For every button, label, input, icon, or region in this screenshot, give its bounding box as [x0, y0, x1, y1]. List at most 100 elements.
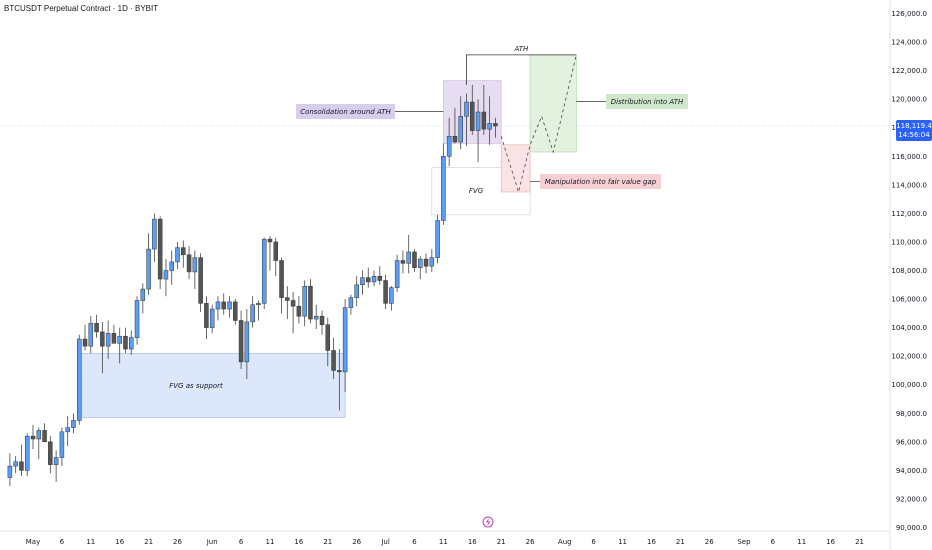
candle[interactable]	[475, 99, 481, 162]
candle[interactable]	[82, 324, 88, 351]
candle[interactable]	[36, 427, 42, 459]
candle[interactable]	[458, 96, 463, 150]
candle[interactable]	[117, 327, 122, 364]
candle[interactable]	[238, 310, 244, 370]
fvg-manipulation-zone[interactable]	[500, 144, 531, 193]
candle[interactable]	[152, 213, 157, 262]
candle[interactable]	[48, 436, 53, 474]
candle[interactable]	[59, 427, 65, 467]
candle[interactable]	[423, 253, 429, 274]
candle[interactable]	[487, 96, 492, 145]
manipulation-label-box[interactable]	[540, 174, 661, 189]
candle[interactable]	[481, 84, 487, 135]
candle[interactable]	[175, 241, 180, 270]
candle[interactable]	[186, 246, 192, 280]
candle[interactable]	[24, 433, 30, 477]
candle[interactable]	[169, 250, 174, 285]
ath-line[interactable]	[466, 54, 577, 85]
candle[interactable]	[100, 321, 105, 374]
candle[interactable]	[470, 84, 475, 135]
candle[interactable]	[285, 286, 290, 320]
candle[interactable]	[418, 256, 423, 280]
candles-layer[interactable]	[7, 84, 498, 487]
candle[interactable]	[348, 294, 354, 315]
candle[interactable]	[446, 117, 452, 167]
candle[interactable]	[76, 334, 82, 425]
candle[interactable]	[371, 270, 377, 287]
candle[interactable]	[308, 279, 313, 324]
y-axis[interactable]: 126,000.0 124,000.0 122,000.0 120,000.0 118,…	[891, 10, 932, 532]
candle[interactable]	[394, 254, 400, 292]
candle[interactable]	[493, 117, 498, 138]
x-axis[interactable]: May 6 11 16 21 26 Jun 6 11 16 21 26 Jul 6 11 16 21 26 Aug 6…	[26, 516, 864, 546]
candle[interactable]	[441, 143, 446, 225]
event-marker-icon[interactable]	[482, 516, 494, 528]
candle[interactable]	[181, 240, 186, 268]
candle[interactable]	[221, 293, 226, 315]
candle[interactable]	[198, 253, 203, 312]
candle[interactable]	[209, 304, 215, 334]
candle[interactable]	[435, 214, 440, 264]
candle[interactable]	[111, 324, 117, 344]
candle[interactable]	[105, 320, 111, 360]
candle[interactable]	[134, 296, 140, 345]
candle[interactable]	[146, 233, 151, 295]
candle[interactable]	[337, 349, 342, 411]
candle[interactable]	[123, 327, 128, 354]
candle[interactable]	[400, 250, 406, 274]
candle[interactable]	[140, 283, 146, 314]
candle[interactable]	[279, 257, 284, 314]
candle[interactable]	[215, 296, 221, 321]
candle[interactable]	[7, 453, 13, 487]
candle[interactable]	[389, 286, 394, 311]
candle-body	[325, 324, 331, 351]
candle[interactable]	[256, 300, 261, 321]
candle[interactable]	[157, 216, 163, 290]
candle[interactable]	[244, 309, 250, 380]
candle[interactable]	[13, 456, 18, 474]
fvg-support-zone[interactable]	[78, 353, 346, 418]
candle[interactable]	[377, 266, 383, 285]
candle[interactable]	[30, 424, 36, 449]
candle[interactable]	[71, 413, 76, 434]
candle[interactable]	[325, 317, 331, 367]
candle[interactable]	[342, 299, 348, 392]
candle[interactable]	[429, 249, 435, 272]
candle[interactable]	[65, 416, 70, 447]
candle[interactable]	[53, 450, 59, 482]
candle[interactable]	[273, 237, 279, 277]
candle[interactable]	[383, 274, 388, 310]
candle[interactable]	[19, 444, 24, 477]
candle[interactable]	[227, 296, 232, 318]
target-zone[interactable]	[529, 54, 577, 153]
candle[interactable]	[250, 296, 255, 328]
candle[interactable]	[296, 296, 302, 324]
candle[interactable]	[163, 259, 169, 297]
candle[interactable]	[302, 280, 307, 327]
candle[interactable]	[406, 234, 411, 274]
candle[interactable]	[233, 299, 238, 325]
distribution-label-box[interactable]	[606, 94, 688, 109]
candle[interactable]	[94, 314, 99, 338]
candle[interactable]	[204, 296, 209, 340]
projection-path[interactable]	[500, 54, 577, 194]
candle[interactable]	[88, 316, 94, 354]
candle[interactable]	[319, 310, 325, 335]
candle[interactable]	[412, 249, 417, 272]
consolidation-label-box[interactable]	[296, 104, 395, 119]
candle[interactable]	[365, 267, 371, 288]
candle[interactable]	[267, 236, 273, 271]
candle[interactable]	[42, 423, 47, 443]
candle[interactable]	[129, 330, 134, 355]
candle[interactable]	[290, 291, 296, 334]
candle[interactable]	[261, 237, 267, 310]
candle[interactable]	[360, 270, 365, 295]
candle[interactable]	[331, 337, 336, 380]
last-price-tag[interactable]: 118,119.414:56:04	[896, 120, 932, 142]
candle[interactable]	[313, 304, 319, 330]
candle[interactable]	[452, 107, 458, 144]
candle[interactable]	[192, 250, 198, 290]
candle[interactable]	[354, 276, 359, 307]
candle[interactable]	[464, 93, 469, 147]
